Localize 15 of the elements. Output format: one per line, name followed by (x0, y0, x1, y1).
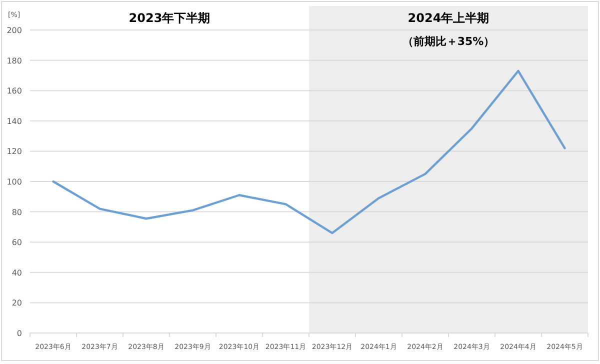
y-tick-label: 80 (12, 208, 22, 217)
y-tick-label: 200 (6, 26, 22, 35)
y-tick-label: 20 (12, 298, 22, 308)
annotation: （前期比＋35%） (402, 35, 495, 48)
y-tick-label: 40 (12, 268, 22, 278)
y-tick-label: 140 (6, 116, 22, 126)
y-tick-label: 0 (16, 329, 22, 338)
y-tick-label: 160 (6, 86, 22, 96)
y-tick-label: 120 (6, 147, 22, 156)
line-series (52, 70, 566, 234)
y-tick-label: 60 (12, 238, 22, 248)
band-label: 2024年上半期 (408, 11, 490, 25)
text: 2023年下半期 (128, 11, 210, 25)
y-tick-label: 180 (6, 56, 22, 66)
y-tick-label: 100 (6, 178, 22, 186)
